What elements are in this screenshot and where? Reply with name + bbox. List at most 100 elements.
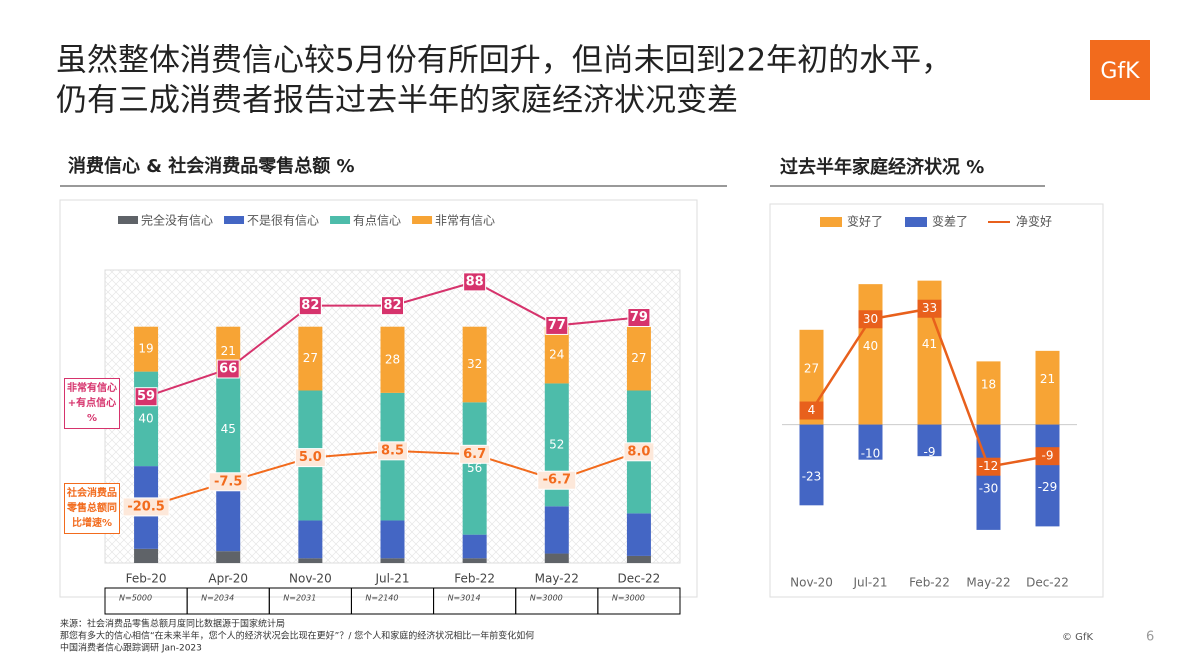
point-label-bg <box>623 442 655 462</box>
point-label-bg <box>134 387 158 407</box>
title-line: 虽然整体消费信心较5月份有所回升，但尚未回到22年初的水平， <box>56 43 952 79</box>
bar-segment <box>216 482 241 552</box>
point-label: 8.5 <box>381 443 404 458</box>
bar-segment <box>216 551 241 563</box>
x-tick-label: May-22 <box>966 576 1010 590</box>
bar <box>976 361 1001 425</box>
bar-segment <box>380 558 405 563</box>
chart-frame <box>59 199 698 598</box>
legend-swatch <box>412 216 433 224</box>
point-label: 33 <box>922 301 937 315</box>
legend-label: 变差了 <box>932 214 968 229</box>
legend-label: 变好了 <box>847 214 883 229</box>
point-label-bg <box>122 497 170 517</box>
bar-label: 41 <box>922 337 937 351</box>
point-label-bg <box>627 308 651 328</box>
legend-label: 不是很有信心 <box>247 214 319 228</box>
sample-size: N=2031 <box>283 594 316 603</box>
bar-segment <box>462 534 487 559</box>
bar-segment <box>298 558 323 563</box>
point-label: 30 <box>863 312 878 326</box>
point-label: 77 <box>548 318 566 333</box>
bar-segment <box>134 548 159 563</box>
legend-swatch <box>118 216 138 224</box>
x-tick-label: Jul-21 <box>852 576 887 590</box>
point-label-bg <box>463 272 487 292</box>
bar-label: 40 <box>863 339 878 353</box>
point-label-bg <box>799 401 824 420</box>
sample-size: N=2034 <box>201 594 234 603</box>
point-label-bg <box>298 296 322 316</box>
point-label-bg <box>216 359 240 379</box>
legend-label: 非常有信心 <box>435 214 495 228</box>
footnote: 那您有多大的信心相信“在未来半年，您个人的经济状况会比现在更好”？/ 您个人和家… <box>60 630 534 642</box>
bar-label: 27 <box>303 351 318 365</box>
point-label-bg <box>294 448 326 468</box>
chart-frame <box>769 203 1104 598</box>
point-label: 59 <box>137 389 155 404</box>
bar-segment <box>380 520 405 559</box>
x-tick-label: Nov-20 <box>790 576 833 590</box>
bar-label: -23 <box>802 469 822 483</box>
legend-label: 净变好 <box>1016 214 1052 229</box>
point-label-bg <box>537 470 577 490</box>
title-line: 仍有三成消费者报告过去半年的家庭经济状况变差 <box>56 83 738 119</box>
bar <box>917 424 942 457</box>
point-label-bg <box>1035 447 1060 466</box>
bar <box>799 424 824 506</box>
x-tick-label: Feb-22 <box>454 572 495 586</box>
logo-bg <box>1090 40 1150 100</box>
point-label: 82 <box>383 298 401 313</box>
point-label: 66 <box>219 361 237 376</box>
logo: GfK <box>1100 59 1140 84</box>
point-label: -9 <box>1042 449 1054 463</box>
chart-title: 过去半年家庭经济状况 % <box>780 156 984 178</box>
point-label: -20.5 <box>127 499 164 514</box>
bar-segment <box>134 326 159 372</box>
sample-size: N=3000 <box>612 594 645 603</box>
point-label-bg <box>858 310 883 329</box>
point-label-bg <box>381 296 404 316</box>
x-tick-label: Dec-22 <box>1026 576 1069 590</box>
footnote: 中国消费者信心跟踪调研 Jan-2023 <box>60 642 202 654</box>
bar-segment <box>544 326 569 384</box>
x-tick-label: Jul-21 <box>374 572 409 586</box>
point-label: 4 <box>808 403 816 417</box>
bar-label: 52 <box>549 437 564 451</box>
bar-segment <box>380 326 405 393</box>
legend-swatch <box>905 217 927 227</box>
point-label: 79 <box>630 310 648 325</box>
point-label: -7.5 <box>214 474 242 489</box>
bar-segment <box>298 326 323 391</box>
bar-label: 19 <box>138 342 153 356</box>
bar-label: 32 <box>467 357 482 371</box>
point-label: -6.7 <box>543 473 571 488</box>
bar-label: 21 <box>221 344 236 358</box>
bar-label: 24 <box>549 348 564 362</box>
bar-label: 28 <box>385 352 400 366</box>
x-tick-label: Feb-20 <box>126 572 167 586</box>
bar-segment <box>462 402 487 535</box>
sample-size: N=5000 <box>119 594 152 603</box>
sample-cell <box>597 587 681 615</box>
bar-segment <box>462 326 487 403</box>
bar <box>1035 350 1060 425</box>
bar-segment <box>626 513 651 556</box>
legend-swatch <box>224 216 245 224</box>
footnote: 来源：社会消费品零售总额月度同比数据源于国家统计局 <box>60 618 285 630</box>
bar-label: -10 <box>861 447 881 461</box>
point-label: -12 <box>979 459 999 473</box>
bar-segment <box>544 506 569 554</box>
bar-segment <box>298 520 323 559</box>
point-label: 5.0 <box>299 450 322 465</box>
point-label: 6.7 <box>463 447 486 462</box>
point-label-bg <box>917 299 942 318</box>
bar-segment <box>462 558 487 563</box>
bar <box>858 284 883 425</box>
page-number: 6 <box>1146 630 1154 645</box>
point-label-bg <box>459 444 491 464</box>
sample-size: N=3014 <box>448 594 481 603</box>
point-label-bg <box>208 472 248 492</box>
